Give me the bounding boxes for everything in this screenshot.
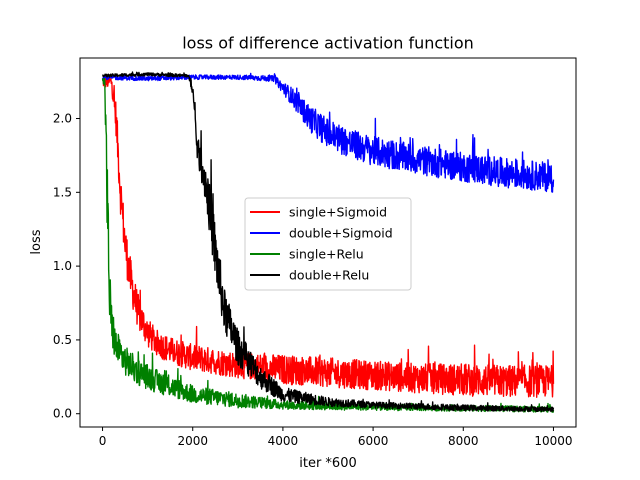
series-line-single-sigmoid bbox=[102, 74, 555, 398]
y-tick-label: 2.0 bbox=[53, 112, 72, 126]
legend: single+Sigmoid double+Sigmoid single+Relu d… bbox=[244, 197, 412, 291]
plot-frame bbox=[79, 57, 577, 428]
legend-label: double+Relu bbox=[289, 268, 369, 283]
y-tick-label: 1.5 bbox=[53, 185, 72, 199]
x-tick-label: 0 bbox=[99, 434, 107, 448]
series-layer bbox=[101, 71, 555, 413]
x-tick-label: 8000 bbox=[448, 434, 479, 448]
x-axis-label: iter *600 bbox=[299, 456, 357, 471]
series-line-double-sigmoid bbox=[101, 72, 555, 193]
x-tick-label: 6000 bbox=[358, 434, 389, 448]
y-tick-label: 0.0 bbox=[53, 407, 72, 421]
chart-title: loss of difference activation function bbox=[182, 34, 474, 53]
x-tick-label: 2000 bbox=[177, 434, 208, 448]
legend-box bbox=[244, 197, 412, 291]
y-axis-label: loss bbox=[29, 229, 44, 254]
y-tick-label: 1.0 bbox=[53, 259, 72, 273]
axes-layer: 0 2000 4000 6000 8000 10000 0.0 0.5 1.0 1.5 2.0 bbox=[53, 57, 577, 448]
x-tick-label: 4000 bbox=[268, 434, 299, 448]
legend-label: double+Sigmoid bbox=[289, 226, 393, 241]
series-line-double-relu bbox=[102, 71, 555, 413]
legend-label: single+Sigmoid bbox=[289, 205, 387, 220]
x-tick-label: 10000 bbox=[534, 434, 572, 448]
legend-label: single+Relu bbox=[289, 247, 364, 262]
y-tick-label: 0.5 bbox=[53, 333, 72, 347]
